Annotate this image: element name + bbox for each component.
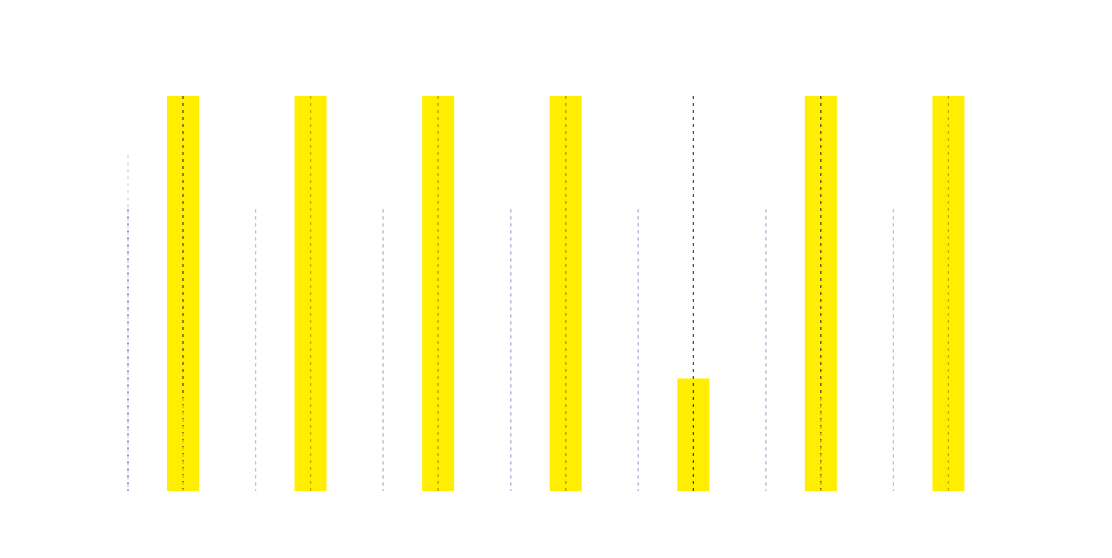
dashed-lines-layer xyxy=(127,96,949,491)
